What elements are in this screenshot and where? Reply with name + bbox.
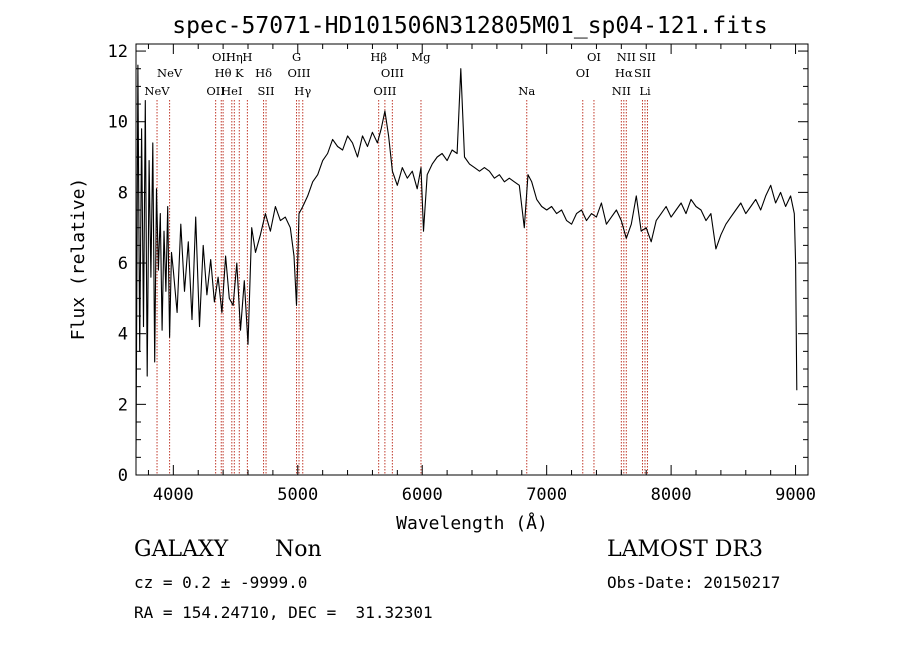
marker-label: OIII bbox=[373, 84, 396, 98]
coordinates-text: RA = 154.24710, DEC = 31.32301 bbox=[134, 603, 433, 622]
y-tick-label: 6 bbox=[118, 254, 128, 274]
object-class: GALAXY bbox=[134, 537, 229, 562]
marker-label: K bbox=[235, 66, 244, 80]
y-tick-label: 2 bbox=[118, 395, 128, 415]
y-tick-label: 0 bbox=[118, 466, 128, 486]
marker-label: NeV bbox=[157, 66, 183, 80]
marker-label: NII bbox=[617, 50, 636, 64]
y-tick-label: 12 bbox=[108, 42, 128, 62]
marker-label: OI bbox=[587, 50, 601, 64]
marker-label: Na bbox=[518, 84, 535, 98]
marker-label: SII bbox=[258, 84, 275, 98]
object-subclass: Non bbox=[275, 537, 322, 562]
x-tick-label: 4000 bbox=[153, 485, 194, 505]
marker-label: G bbox=[292, 50, 301, 64]
y-tick-label: 4 bbox=[118, 325, 128, 345]
marker-label: Mg bbox=[411, 50, 431, 64]
x-tick-label: 6000 bbox=[402, 485, 443, 505]
y-tick-label: 8 bbox=[118, 183, 128, 203]
x-axis-label: Wavelength (Å) bbox=[396, 512, 548, 534]
marker-label: Hδ bbox=[255, 66, 272, 80]
obs-date-text: Obs-Date: 20150217 bbox=[607, 573, 781, 592]
y-axis-label: Flux (relative) bbox=[68, 178, 89, 341]
chart-title: spec-57071-HD101506N312805M01_sp04-121.f… bbox=[172, 13, 767, 39]
spectrum-line bbox=[135, 64, 798, 458]
marker-label: Hα bbox=[615, 66, 633, 80]
spectrum-series bbox=[135, 64, 798, 458]
marker-label: Hη bbox=[226, 50, 243, 64]
x-tick-label: 9000 bbox=[775, 485, 816, 505]
x-tick-label: 5000 bbox=[277, 485, 318, 505]
marker-label: SII bbox=[639, 50, 656, 64]
plot-frame bbox=[135, 43, 809, 476]
marker-label: HeI bbox=[221, 84, 242, 98]
survey-name: LAMOST DR3 bbox=[607, 537, 763, 562]
x-tick-label: 7000 bbox=[526, 485, 567, 505]
marker-label: OIII bbox=[287, 66, 310, 80]
marker-label: NII bbox=[612, 84, 631, 98]
marker-label: NeV bbox=[144, 84, 170, 98]
marker-label: OI bbox=[576, 66, 590, 80]
redshift-text: cz = 0.2 ± -9999.0 bbox=[134, 573, 308, 592]
marker-label: Li bbox=[639, 84, 651, 98]
marker-label: Hβ bbox=[370, 50, 387, 64]
marker-label: SII bbox=[634, 66, 651, 80]
y-axis: 0 2 4 6 8 10 12 bbox=[108, 42, 808, 486]
x-axis: 4000 5000 6000 7000 8000 9000 bbox=[147, 44, 816, 505]
marker-label: Hγ bbox=[294, 84, 311, 98]
marker-label: H bbox=[242, 50, 252, 64]
marker-label: OII bbox=[212, 50, 231, 64]
y-tick-label: 10 bbox=[108, 113, 128, 133]
marker-label: OII bbox=[206, 84, 225, 98]
x-tick-label: 8000 bbox=[651, 485, 692, 505]
marker-label: OIII bbox=[381, 66, 404, 80]
marker-label: Hθ bbox=[215, 66, 232, 80]
